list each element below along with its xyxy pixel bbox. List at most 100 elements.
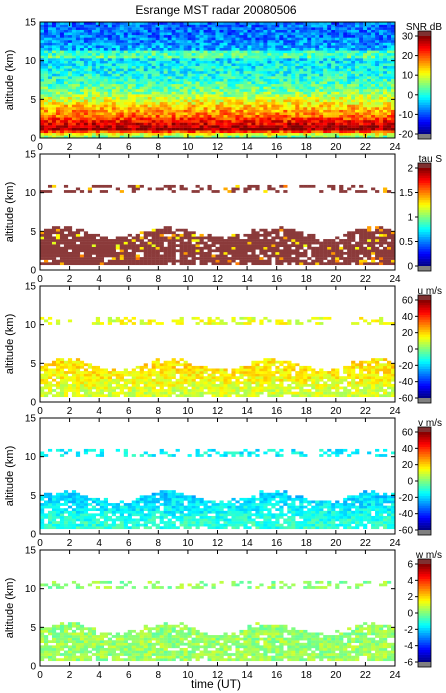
data-cell	[107, 52, 112, 56]
data-cell	[387, 76, 392, 79]
data-cell	[155, 81, 160, 85]
data-cell	[219, 29, 224, 33]
data-cell	[111, 24, 116, 28]
data-cell	[83, 52, 89, 56]
data-cell	[51, 246, 57, 250]
data-cell	[331, 37, 336, 41]
data-cell	[51, 63, 57, 67]
data-cell	[343, 27, 348, 30]
data-cell	[303, 101, 308, 105]
data-cell	[59, 101, 65, 105]
data-cell	[127, 132, 132, 136]
data-cell	[335, 246, 340, 250]
data-cell	[71, 83, 77, 87]
data-cell	[99, 52, 105, 56]
data-cell	[143, 96, 148, 100]
data-cell	[183, 45, 188, 48]
data-cell	[243, 83, 248, 87]
data-cell	[127, 107, 132, 110]
data-cell	[259, 132, 264, 136]
data-cell	[315, 91, 320, 95]
data-cell	[371, 259, 376, 263]
data-cell	[367, 27, 372, 30]
data-cell	[59, 70, 65, 74]
data-cell	[91, 96, 97, 100]
data-cell	[195, 251, 200, 255]
data-cell	[303, 83, 308, 87]
data-cell	[227, 239, 232, 242]
data-cell	[355, 27, 360, 30]
data-cell	[95, 63, 101, 67]
data-cell	[267, 40, 272, 43]
data-cell	[67, 257, 73, 260]
data-cell	[271, 109, 276, 113]
data-cell	[175, 119, 180, 123]
data-cell	[255, 73, 260, 77]
data-cell	[363, 73, 368, 77]
data-cell	[195, 244, 200, 247]
data-cell	[315, 119, 320, 123]
data-cell	[243, 99, 248, 103]
data-cell	[351, 96, 356, 100]
data-cell	[315, 32, 320, 36]
data-cell	[67, 55, 73, 59]
data-cell	[307, 244, 312, 247]
data-cell	[171, 32, 176, 36]
data-cell	[67, 78, 73, 82]
data-cell	[179, 99, 184, 103]
data-cell	[195, 246, 200, 250]
data-cell	[195, 122, 200, 126]
data-cell	[67, 81, 73, 85]
data-cell	[307, 132, 312, 136]
data-cell	[199, 40, 204, 43]
data-cell	[155, 114, 160, 118]
data-cell	[347, 114, 352, 118]
data-cell	[239, 114, 244, 118]
data-cell	[63, 42, 69, 46]
data-cell	[75, 60, 81, 64]
data-cell	[143, 60, 148, 64]
data-cell	[159, 127, 164, 131]
data-cell	[83, 94, 89, 97]
data-cell	[375, 42, 380, 46]
data-cell	[207, 24, 212, 28]
data-cell	[359, 29, 364, 33]
data-cell	[275, 40, 280, 43]
data-cell	[331, 96, 336, 100]
data-cell	[307, 89, 312, 92]
data-cell	[175, 109, 180, 113]
data-cell	[231, 40, 236, 43]
data-cell	[279, 135, 284, 139]
data-cell	[319, 34, 324, 38]
data-cell	[43, 73, 49, 77]
data-cell	[347, 259, 352, 263]
data-cell	[167, 55, 172, 59]
data-cell	[227, 249, 232, 253]
data-cell	[63, 68, 69, 72]
data-cell	[47, 117, 53, 121]
data-cell	[375, 254, 380, 258]
data-cell	[343, 114, 348, 118]
data-cell	[359, 262, 364, 266]
data-cell	[43, 86, 49, 90]
data-cell	[43, 60, 49, 64]
data-cell	[179, 259, 184, 263]
data-cell	[355, 127, 360, 131]
data-cell	[279, 60, 284, 64]
data-cell	[123, 249, 128, 253]
data-cell	[235, 40, 240, 43]
data-cell	[191, 81, 196, 85]
data-cell	[215, 73, 220, 77]
data-cell	[51, 70, 57, 74]
data-cell	[235, 109, 240, 113]
data-cell	[323, 94, 328, 97]
data-cell	[179, 251, 184, 255]
data-cell	[387, 246, 392, 250]
data-cell	[47, 27, 53, 30]
data-cell	[155, 125, 160, 128]
data-cell	[191, 114, 196, 118]
data-cell	[363, 262, 368, 266]
data-cell	[263, 239, 268, 242]
data-cell	[231, 96, 236, 100]
data-cell	[387, 127, 392, 131]
